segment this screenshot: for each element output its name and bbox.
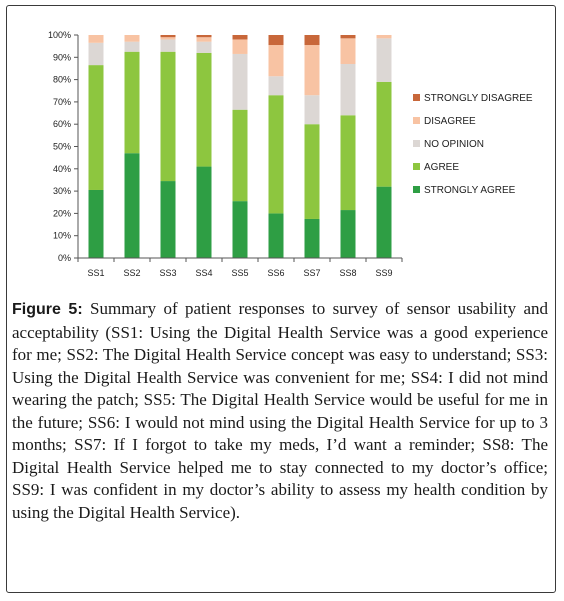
bar-segment: [340, 210, 356, 258]
bar-segment: [376, 35, 392, 39]
bar-segment: [196, 35, 212, 38]
y-tick-label: 60%: [53, 119, 71, 129]
y-tick-label: 30%: [53, 186, 71, 196]
bar-segment: [232, 39, 248, 54]
bar-segment: [160, 37, 176, 40]
bar-segment: [340, 63, 356, 116]
legend-swatch: [413, 140, 420, 147]
bar-segment: [232, 53, 248, 110]
bar-segment: [124, 51, 140, 154]
bar-segment: [376, 186, 392, 258]
y-tick-label: 10%: [53, 231, 71, 241]
bar-segment: [124, 41, 140, 52]
bar-segment: [160, 181, 176, 258]
x-tick-label: SS8: [339, 268, 356, 278]
legend-label: AGREE: [424, 162, 459, 173]
bar-segment: [304, 45, 320, 96]
legend-swatch: [413, 163, 420, 170]
legend-label: STRONGLY DISAGREE: [424, 93, 533, 104]
bar-segment: [268, 35, 284, 46]
y-tick-label: 50%: [53, 142, 71, 152]
bar-segment: [88, 35, 104, 43]
bar-segment: [232, 201, 248, 258]
bar-segment: [340, 35, 356, 39]
bar-segment: [124, 35, 140, 42]
x-tick-label: SS2: [123, 268, 140, 278]
x-tick-label: SS6: [267, 268, 284, 278]
y-tick-label: 0%: [58, 253, 71, 263]
bar-segment: [196, 166, 212, 258]
bar-segment: [88, 189, 104, 258]
bar-segment: [124, 153, 140, 258]
bar-segment: [268, 95, 284, 214]
figure-caption: Figure 5: Summary of patient responses t…: [12, 298, 548, 524]
bar-segment: [304, 218, 320, 258]
bar-segment: [232, 35, 248, 40]
bar-segment: [304, 35, 320, 46]
bar-segment: [268, 45, 284, 77]
x-tick-label: SS9: [375, 268, 392, 278]
figure-caption-text: Summary of patient responses to survey o…: [12, 299, 549, 522]
y-tick-label: 20%: [53, 208, 71, 218]
stacked-bar-chart: 0% 10% 20% 30% 40% 50% 60% 70% 80% 90% 100% SS1 SS2…: [48, 30, 533, 278]
bar-segment: [268, 213, 284, 258]
bar-segment: [196, 52, 212, 167]
legend-label: STRONGLY AGREE: [424, 185, 516, 196]
x-tick-label: SS7: [303, 268, 320, 278]
legend-label: NO OPINION: [424, 139, 484, 150]
bar-segment: [340, 38, 356, 64]
x-tick-label: SS3: [159, 268, 176, 278]
legend-swatch: [413, 94, 420, 101]
bar-segment: [88, 42, 104, 66]
legend-swatch: [413, 186, 420, 193]
figure-label: Figure 5:: [12, 301, 83, 318]
legend: STRONGLY DISAGREE DISAGREE NO OPINION AGREE…: [413, 93, 533, 196]
y-tick-label: 80%: [53, 75, 71, 85]
y-axis: 0% 10% 20% 30% 40% 50% 60% 70% 80% 90% 100%: [48, 30, 79, 263]
y-tick-label: 100%: [48, 30, 71, 40]
bar-segment: [268, 76, 284, 96]
bar-segment: [160, 35, 176, 38]
bar-segment: [196, 37, 212, 42]
bar-segment: [376, 81, 392, 187]
bar-segment: [160, 39, 176, 52]
y-tick-label: 70%: [53, 97, 71, 107]
bar-segment: [340, 115, 356, 211]
bar-segment: [232, 109, 248, 202]
y-tick-label: 40%: [53, 164, 71, 174]
bars: [88, 35, 392, 258]
bar-segment: [304, 124, 320, 219]
x-tick-label: SS4: [195, 268, 212, 278]
legend-label: DISAGREE: [424, 116, 476, 127]
bar-segment: [196, 41, 212, 53]
x-tick-label: SS1: [87, 268, 104, 278]
x-tick-label: SS5: [231, 268, 248, 278]
legend-swatch: [413, 117, 420, 124]
y-tick-label: 90%: [53, 52, 71, 62]
bar-segment: [304, 95, 320, 125]
bar-segment: [376, 38, 392, 82]
x-axis: SS1 SS2 SS3 SS4 SS5 SS6 SS7 SS8 SS9: [77, 257, 403, 278]
bar-segment: [160, 51, 176, 182]
bar-segment: [88, 65, 104, 190]
